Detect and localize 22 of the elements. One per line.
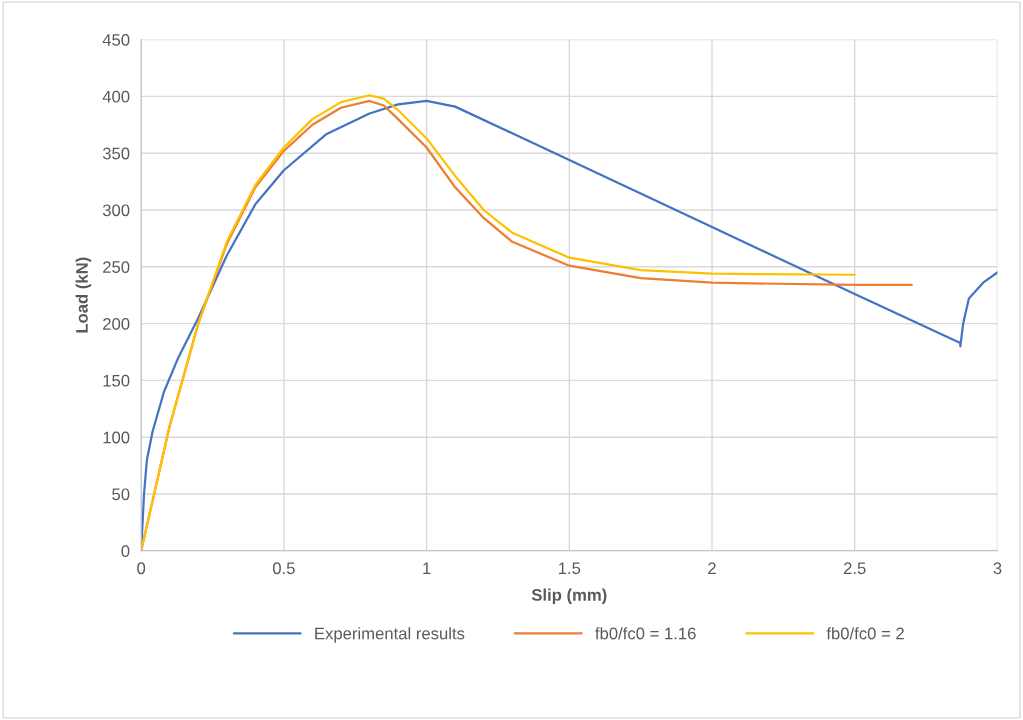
- legend-label: fb0/fc0 = 2: [826, 627, 904, 640]
- y-tick-label: 400: [102, 90, 130, 103]
- x-tick-label: 0.5: [272, 562, 295, 575]
- y-tick-label: 200: [103, 318, 130, 330]
- y-tick-label: 300: [102, 204, 130, 217]
- y-tick-label: 0: [121, 545, 130, 557]
- legend-label: Experimental results: [315, 627, 465, 643]
- x-tick-label: 0: [137, 562, 146, 575]
- y-tick-label: 450: [102, 34, 130, 46]
- x-axis-title: Slip (mm): [531, 588, 607, 605]
- y-tick-label: 50: [112, 488, 130, 501]
- x-tick-label: 2.5: [843, 562, 866, 575]
- legend-label: fb0/fc0 = 1.16: [595, 627, 696, 640]
- x-tick-label: 3: [993, 562, 1002, 575]
- x-tick-label: 1: [423, 562, 431, 574]
- y-tick-label: 100: [103, 431, 130, 444]
- y-tick-label: 350: [102, 147, 130, 160]
- x-tick-label: 1.5: [558, 562, 581, 575]
- y-tick-label: 250: [103, 261, 130, 273]
- y-tick-label: 150: [103, 374, 130, 387]
- x-tick-label: 2: [708, 562, 716, 574]
- y-axis-title: Load (kN): [75, 257, 92, 333]
